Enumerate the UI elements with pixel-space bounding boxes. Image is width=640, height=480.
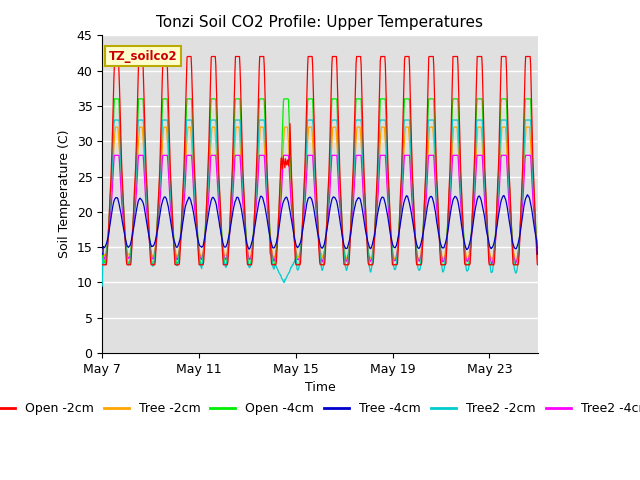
X-axis label: Time: Time [305,381,335,394]
Title: Tonzi Soil CO2 Profile: Upper Temperatures: Tonzi Soil CO2 Profile: Upper Temperatur… [157,15,483,30]
Y-axis label: Soil Temperature (C): Soil Temperature (C) [58,130,71,258]
Text: TZ_soilco2: TZ_soilco2 [109,49,177,62]
Legend: Open -2cm, Tree -2cm, Open -4cm, Tree -4cm, Tree2 -2cm, Tree2 -4cm: Open -2cm, Tree -2cm, Open -4cm, Tree -4… [0,397,640,420]
